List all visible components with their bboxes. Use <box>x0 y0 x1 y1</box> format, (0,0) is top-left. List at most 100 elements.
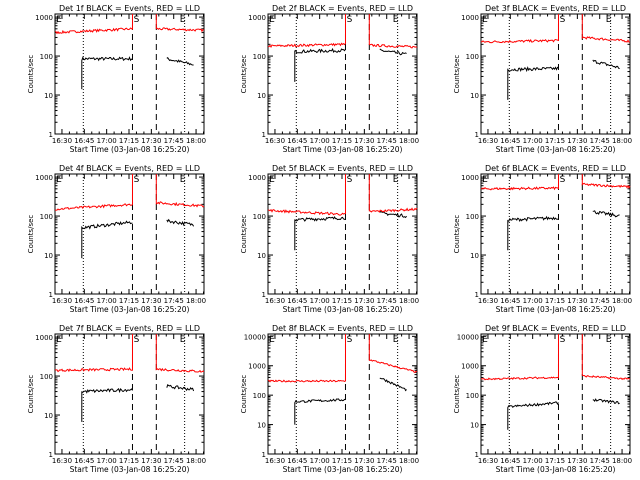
y-tick-label: 1 <box>49 131 53 139</box>
x-tick-label: 17:15 <box>332 457 352 465</box>
detector-panel: Det 7f BLACK = Events, RED = LLD 1 10 100 10… <box>27 324 206 474</box>
x-tick-label: 17:45 <box>377 297 397 305</box>
y-tick-label: 100 <box>466 213 479 221</box>
x-tick-label: 18:00 <box>612 137 632 145</box>
marker-label: E <box>606 335 612 345</box>
x-tick-label: 17:15 <box>332 137 352 145</box>
y-tick-label: 1000 <box>248 174 266 182</box>
x-tick-label: 16:30 <box>478 457 498 465</box>
y-tick-label: 10000 <box>457 333 479 341</box>
x-axis-label: Start Time (03-Jan-08 16:25:20) <box>496 305 616 314</box>
x-tick-label: 17:00 <box>523 297 543 305</box>
marker-label: E <box>482 335 488 345</box>
y-tick-label: 1 <box>262 291 266 299</box>
x-tick-label: 18:00 <box>186 457 206 465</box>
x-tick-label: 16:30 <box>52 297 72 305</box>
lld-series-line <box>267 14 346 49</box>
x-tick-label: 17:30 <box>141 457 161 465</box>
marker-label: S <box>347 15 353 25</box>
marker-label: S <box>347 335 353 345</box>
y-axis-label: Counts/sec <box>240 375 248 414</box>
detector-panel: Det 8f BLACK = Events, RED = LLD 1 10 100 10… <box>240 324 419 474</box>
detector-panel: Det 3f BLACK = Events, RED = LLD 1 10 100 10… <box>453 4 632 154</box>
lld-series-line <box>267 334 346 383</box>
y-tick-label: 1000 <box>461 174 479 182</box>
y-tick-label: 10 <box>470 422 479 430</box>
x-tick-label: 16:45 <box>74 137 94 145</box>
panel-title: Det 2f BLACK = Events, RED = LLD <box>272 4 413 13</box>
x-tick-label: 17:30 <box>141 297 161 305</box>
x-axis-label: Start Time (03-Jan-08 16:25:20) <box>283 465 403 474</box>
marker-label: E <box>606 175 612 185</box>
events-series-line <box>507 215 559 251</box>
y-axis-label: Counts/sec <box>27 215 35 254</box>
events-series-line <box>81 56 133 90</box>
panel-title: Det 7f BLACK = Events, RED = LLD <box>59 324 200 333</box>
x-tick-label: 16:45 <box>74 297 94 305</box>
detector-panel: Det 6f BLACK = Events, RED = LLD 1 10 100 10… <box>453 164 632 314</box>
lld-series-line <box>368 334 418 374</box>
y-tick-label: 1 <box>475 291 479 299</box>
x-tick-label: 17:15 <box>119 297 139 305</box>
detector-panel: Det 4f BLACK = Events, RED = LLD 1 10 100 10… <box>27 164 206 314</box>
y-axis-label: Counts/sec <box>240 55 248 94</box>
panel-title: Det 5f BLACK = Events, RED = LLD <box>272 164 413 173</box>
y-tick-label: 100 <box>253 392 266 400</box>
y-tick-label: 1000 <box>461 14 479 22</box>
events-series-line <box>166 218 195 227</box>
plot-frame <box>267 173 418 295</box>
marker-label: E <box>180 175 186 185</box>
x-tick-label: 17:45 <box>377 137 397 145</box>
events-series-line <box>592 398 620 405</box>
x-tick-label: 16:45 <box>287 297 307 305</box>
x-tick-label: 16:45 <box>287 137 307 145</box>
panel-title: Det 1f BLACK = Events, RED = LLD <box>59 4 200 13</box>
y-tick-label: 10000 <box>244 333 266 341</box>
lld-series-line <box>155 334 205 373</box>
x-axis-label: Start Time (03-Jan-08 16:25:20) <box>283 145 403 154</box>
y-tick-label: 1000 <box>248 363 266 371</box>
marker-label: S <box>347 175 353 185</box>
y-tick-label: 10 <box>44 252 53 260</box>
x-axis-label: Start Time (03-Jan-08 16:25:20) <box>496 145 616 154</box>
x-tick-label: 16:30 <box>478 297 498 305</box>
y-tick-label: 10 <box>470 92 479 100</box>
marker-label: E <box>269 335 275 345</box>
x-tick-label: 16:45 <box>500 457 520 465</box>
x-tick-label: 18:00 <box>399 457 419 465</box>
lld-series-line <box>155 174 205 208</box>
x-axis-label: Start Time (03-Jan-08 16:25:20) <box>70 465 190 474</box>
x-tick-label: 18:00 <box>399 137 419 145</box>
marker-label: E <box>180 335 186 345</box>
x-tick-label: 17:45 <box>164 457 184 465</box>
x-tick-label: 17:30 <box>567 297 587 305</box>
x-tick-label: 18:00 <box>612 297 632 305</box>
x-tick-label: 17:30 <box>567 457 587 465</box>
x-tick-label: 17:00 <box>97 457 117 465</box>
y-tick-label: 1 <box>49 291 53 299</box>
x-tick-label: 17:45 <box>590 137 610 145</box>
marker-label: S <box>560 15 566 25</box>
x-tick-label: 17:00 <box>310 457 330 465</box>
plot-frame <box>480 173 631 295</box>
x-tick-label: 16:45 <box>500 297 520 305</box>
y-tick-label: 1 <box>49 451 53 459</box>
x-tick-label: 17:15 <box>545 137 565 145</box>
lld-series-line <box>581 334 631 381</box>
events-series-line <box>81 220 133 259</box>
events-series-line <box>379 377 407 392</box>
x-tick-label: 17:45 <box>164 137 184 145</box>
x-tick-label: 16:30 <box>265 137 285 145</box>
x-tick-label: 17:00 <box>523 457 543 465</box>
x-axis-label: Start Time (03-Jan-08 16:25:20) <box>496 465 616 474</box>
y-tick-label: 10 <box>44 412 53 420</box>
x-tick-label: 17:15 <box>332 297 352 305</box>
marker-label: S <box>560 335 566 345</box>
panel-title: Det 9f BLACK = Events, RED = LLD <box>485 324 626 333</box>
x-tick-label: 18:00 <box>612 457 632 465</box>
lld-series-line <box>267 174 346 216</box>
plot-frame <box>480 13 631 135</box>
lld-series-line <box>55 174 133 211</box>
marker-label: S <box>134 175 140 185</box>
